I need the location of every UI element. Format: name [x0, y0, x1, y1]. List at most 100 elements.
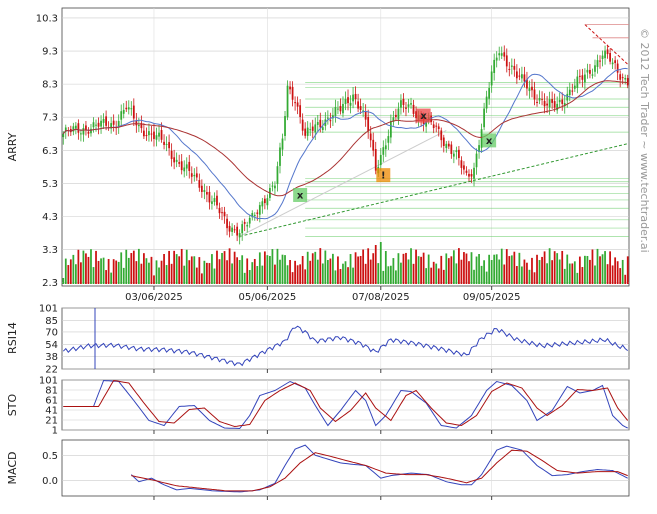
- volume-bar: [92, 267, 95, 284]
- candle-body: [604, 50, 606, 59]
- volume-bar: [241, 255, 244, 284]
- rsi-tick-label: 38: [45, 352, 58, 363]
- sto-tick-label: 81: [45, 386, 58, 397]
- candle-body: [563, 103, 566, 107]
- signal-marker: [482, 133, 497, 148]
- volume-bar: [165, 265, 168, 284]
- macd-tick-label: 0.5: [42, 451, 58, 462]
- candle-body: [589, 69, 591, 74]
- volume-bar: [211, 254, 213, 284]
- volume-bar: [135, 261, 138, 284]
- volume-bar: [578, 256, 581, 284]
- candle-body: [319, 119, 322, 128]
- candle-body: [611, 62, 614, 65]
- volume-bar: [218, 259, 221, 284]
- candle-body: [74, 125, 77, 129]
- candle-body: [102, 118, 105, 123]
- price-tick-label: 3.3: [42, 245, 58, 256]
- candle-body: [591, 74, 594, 76]
- candle-body: [85, 125, 87, 130]
- volume-bar: [614, 257, 617, 284]
- candle-body: [541, 98, 543, 100]
- volume-bar: [269, 255, 271, 284]
- volume-bar: [563, 268, 566, 284]
- candle-body: [581, 75, 584, 80]
- candle-body: [253, 214, 256, 216]
- candle-body: [339, 105, 342, 112]
- candle-body: [475, 153, 478, 168]
- candle-body: [536, 101, 538, 103]
- trendline-secondary: [239, 130, 447, 237]
- candle-body: [291, 86, 294, 100]
- candle-body: [515, 71, 518, 79]
- candle-body: [221, 212, 223, 214]
- candle-body: [568, 89, 571, 96]
- macd-panel: 0.5 0.0 MACD: [6, 439, 630, 500]
- volume-bar: [427, 254, 430, 284]
- candle-body: [405, 107, 407, 109]
- candle-body: [601, 55, 604, 59]
- candle-body: [130, 108, 133, 110]
- volume-bar: [422, 252, 425, 284]
- volume-bar: [611, 265, 614, 284]
- candle-body: [500, 53, 503, 56]
- candle-body: [228, 225, 231, 232]
- volume-bar: [508, 256, 511, 284]
- candle-body: [447, 143, 450, 147]
- volume-bar: [352, 267, 354, 284]
- volume-bar: [314, 251, 317, 284]
- volume-bar: [342, 263, 344, 284]
- candle-body: [468, 173, 470, 177]
- candle-body: [311, 126, 314, 131]
- candle-body: [281, 138, 284, 150]
- candle-body: [256, 212, 259, 214]
- volume-bar: [206, 262, 208, 284]
- candle-body: [223, 211, 226, 217]
- volume-bar: [452, 250, 455, 284]
- signal-marker: [416, 108, 431, 123]
- candle-body: [122, 109, 125, 114]
- candle-body: [523, 74, 526, 82]
- candle-body: [485, 96, 488, 109]
- candle-body: [392, 117, 395, 122]
- candle-body: [82, 128, 85, 135]
- candle-body: [624, 77, 627, 80]
- candle-body: [397, 108, 400, 120]
- volume-bar: [573, 261, 576, 284]
- candle-body: [480, 129, 483, 148]
- volume-bar: [231, 263, 233, 284]
- volume-bar: [148, 262, 150, 284]
- candle-body: [558, 99, 561, 103]
- candle-body: [452, 153, 455, 157]
- candle-body: [546, 103, 548, 106]
- price-tick-label: 2.3: [42, 278, 58, 289]
- price-tick-label: 9.3: [42, 47, 58, 58]
- candle-body: [382, 147, 385, 155]
- volume-bar: [536, 254, 538, 284]
- volume-bar: [367, 248, 370, 284]
- sto-tick-label: 21: [45, 416, 58, 427]
- volume-bar: [430, 267, 433, 284]
- volume-bar: [127, 257, 130, 284]
- volume-bar: [180, 248, 183, 284]
- candle-body: [609, 53, 611, 62]
- volume-bar: [168, 250, 170, 284]
- candle-body: [437, 126, 440, 130]
- sto-series-line: [63, 379, 628, 430]
- volume-bar: [195, 267, 198, 284]
- candle-body: [586, 69, 589, 73]
- volume-bar: [432, 261, 435, 284]
- candle-body: [145, 134, 148, 137]
- candle-body: [316, 122, 319, 125]
- volume-bar: [541, 256, 543, 284]
- candle-body: [553, 101, 556, 108]
- candle-body: [435, 125, 438, 127]
- volume-bar: [566, 254, 569, 284]
- candle-body: [190, 173, 193, 177]
- volume-bar: [289, 260, 291, 284]
- volume-bar: [548, 248, 551, 284]
- volume-bar: [155, 260, 158, 284]
- sto-tick-label: 101: [39, 376, 58, 387]
- trendline: [239, 143, 628, 237]
- candle-body: [125, 107, 128, 110]
